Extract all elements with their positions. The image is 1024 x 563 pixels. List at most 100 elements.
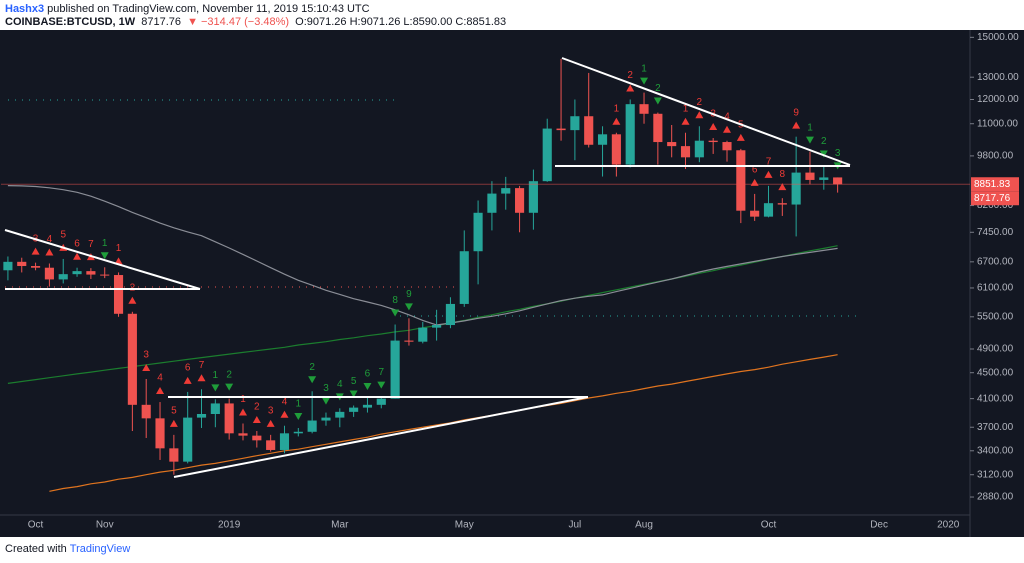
td-count: 6 — [74, 238, 80, 249]
header-line: COINBASE:BTCUSD, 1W 8717.76 ▼ −314.47 (−… — [5, 16, 509, 28]
price: 8717.76 — [141, 16, 181, 28]
candle-body — [321, 417, 331, 421]
td-arrow — [308, 376, 317, 384]
candle-body — [611, 134, 621, 165]
td-arrow — [709, 123, 718, 131]
td-arrow — [723, 125, 731, 133]
candle-body — [183, 417, 193, 462]
candle-body — [293, 431, 303, 434]
trendline — [4, 229, 201, 290]
td-arrow — [142, 363, 151, 371]
td-arrow — [612, 117, 621, 125]
td-count: 1 — [641, 63, 647, 74]
candle-body — [694, 140, 704, 158]
candle-body — [653, 113, 663, 143]
candle-body — [819, 177, 829, 180]
candle-body — [570, 116, 580, 131]
y-tick-label: 2880.00 — [977, 492, 1014, 503]
candle-body — [252, 435, 262, 441]
td-count: 3 — [268, 406, 274, 417]
x-tick-label: Mar — [331, 520, 349, 531]
y-tick-label: 5500.00 — [977, 311, 1014, 322]
candle-body — [597, 134, 608, 145]
td-arrow — [294, 412, 303, 420]
x-tick-label: 2019 — [218, 520, 241, 531]
candle-body — [266, 440, 276, 450]
candle-body — [667, 142, 677, 147]
td-count: 5 — [351, 376, 357, 387]
td-count: 7 — [379, 367, 385, 378]
y-tick-label: 15000.00 — [977, 32, 1019, 43]
candle-body — [722, 142, 732, 151]
x-tick-label: May — [455, 520, 474, 531]
td-arrow — [819, 150, 828, 158]
candle-body — [487, 193, 497, 213]
td-count: 9 — [406, 289, 412, 300]
candle-body — [224, 403, 234, 434]
td-arrow — [736, 133, 745, 141]
footer-brand[interactable]: TradingView — [69, 543, 131, 555]
td-arrow — [404, 303, 413, 311]
y-tick-label: 3120.00 — [977, 469, 1014, 480]
td-count: 5 — [60, 230, 66, 241]
td-count: 9 — [793, 107, 799, 118]
td-count: 4 — [724, 111, 730, 122]
td-count: 1 — [807, 122, 813, 133]
trendlines — [4, 57, 851, 478]
y-tick-label: 11000.00 — [977, 118, 1018, 129]
candle-body — [376, 398, 386, 405]
price-tag-label: 8717.76 — [974, 193, 1011, 204]
chart: 3456712345671234121234567891121234567891… — [0, 30, 1024, 537]
y-tick-label: 9800.00 — [977, 151, 1014, 162]
td-arrow — [778, 183, 787, 191]
candle-body — [127, 313, 137, 405]
trendline — [561, 57, 851, 166]
candle-body — [556, 128, 566, 131]
y-tick-label: 8200.00 — [977, 200, 1014, 211]
candle-body — [805, 172, 815, 180]
published: published on TradingView.com, November 1… — [47, 3, 370, 15]
td-count: 1 — [683, 103, 689, 114]
td-count: 4 — [157, 373, 163, 384]
y-tick-label: 6100.00 — [977, 283, 1014, 294]
td-arrow — [653, 97, 662, 105]
td-count: 6 — [185, 363, 191, 374]
candle-body — [100, 274, 110, 276]
td-count: 4 — [282, 396, 288, 407]
header-line: Hashx3 published on TradingView.com, Nove… — [5, 3, 373, 15]
td-arrow — [695, 111, 704, 119]
change: ▼ −314.47 (−3.48%) — [187, 16, 290, 28]
y-tick-label: 13000.00 — [977, 72, 1019, 83]
td-arrow — [764, 170, 773, 178]
td-arrow — [100, 252, 109, 260]
candle-body — [418, 327, 428, 342]
candle-body — [196, 413, 207, 418]
price-tag-label: 8851.83 — [974, 179, 1011, 190]
td-count: 1 — [102, 238, 108, 249]
td-arrow — [626, 84, 635, 92]
candle-body — [279, 433, 290, 450]
y-tick-label: 6700.00 — [977, 256, 1014, 267]
candle-body — [58, 274, 68, 280]
candle-body — [390, 340, 400, 399]
td-arrow — [239, 408, 247, 416]
td-count: 7 — [88, 239, 94, 250]
candle-body — [708, 140, 718, 143]
candle-body — [432, 325, 442, 328]
candle-body — [44, 267, 54, 280]
td-count: 1 — [116, 243, 122, 254]
x-tick-label: Aug — [635, 520, 653, 531]
candle-body — [639, 104, 649, 114]
candle-body — [501, 188, 511, 194]
td-count: 1 — [614, 103, 620, 114]
candle-body — [349, 407, 359, 412]
candle-body — [542, 128, 552, 182]
td-arrow — [266, 419, 275, 427]
td-count: 2 — [309, 362, 315, 373]
y-tick-label: 12000.00 — [977, 94, 1019, 105]
td-arrow — [31, 247, 40, 255]
author[interactable]: Hashx3 — [5, 3, 45, 15]
x-tick-label: Nov — [96, 520, 114, 531]
td-count: 2 — [821, 136, 827, 147]
candle-body — [335, 411, 345, 418]
